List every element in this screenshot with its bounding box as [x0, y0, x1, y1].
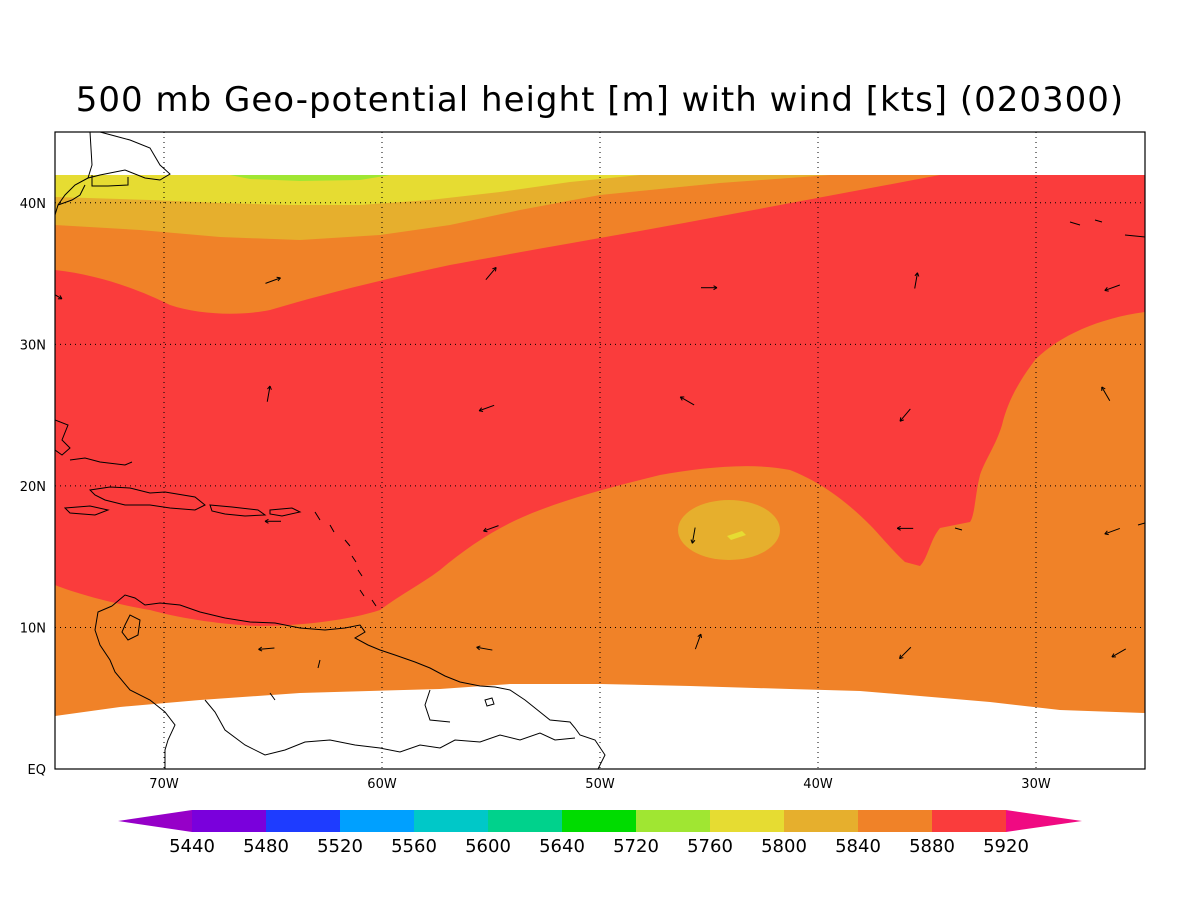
wind-arrow — [258, 646, 275, 652]
colorbar-label: 5480 — [243, 836, 289, 857]
colorbar: 5440 5480 5520 5560 5600 5640 5720 5760 5800 5840… — [118, 810, 1082, 857]
colorbar-swatch — [710, 810, 784, 832]
field-5760-5800-center — [727, 531, 746, 540]
wind-arrow — [55, 294, 63, 300]
wind-arrow — [266, 385, 272, 402]
wind-arrow — [1104, 527, 1120, 536]
coastlines — [55, 132, 1145, 769]
wind-arrow — [265, 276, 281, 284]
wind-vectors — [55, 266, 1127, 660]
wind-arrow — [1111, 648, 1127, 658]
colorbar-swatch — [932, 810, 1006, 832]
wind-arrow — [690, 527, 696, 544]
colorbar-swatch — [858, 810, 932, 832]
colorbar-label: 5800 — [761, 836, 807, 857]
colorbar-high-triangle — [1006, 810, 1082, 832]
colorbar-swatch — [488, 810, 562, 832]
lat-lon-grid — [55, 132, 1145, 769]
wind-arrow — [1101, 386, 1111, 402]
wind-arrow — [694, 633, 703, 650]
colorbar-label: 5640 — [539, 836, 585, 857]
map-title: 500 mb Geo-potential height [m] with win… — [75, 80, 1125, 120]
wind-arrow — [701, 285, 718, 291]
field-5800-5840-center — [678, 500, 780, 560]
field-5880-5920 — [55, 175, 1145, 626]
wind-arrow — [485, 266, 497, 281]
longitude-label: 60W — [367, 777, 397, 792]
latitude-label: 20N — [20, 480, 46, 495]
colorbar-swatch — [414, 810, 488, 832]
colorbar-low-triangle — [118, 810, 192, 832]
colorbar-label: 5760 — [687, 836, 733, 857]
wind-arrow — [476, 645, 493, 651]
latitude-label: 40N — [20, 197, 46, 212]
longitude-label: 30W — [1021, 777, 1051, 792]
plot-frame — [54, 131, 1146, 770]
wind-arrow — [1104, 284, 1120, 292]
colorbar-label: 5840 — [835, 836, 881, 857]
colorbar-swatch — [340, 810, 414, 832]
colorbar-label: 5720 — [613, 836, 659, 857]
colorbar-label: 5560 — [391, 836, 437, 857]
colorbar-swatch — [636, 810, 710, 832]
field-5720-5760 — [230, 175, 390, 181]
colorbar-label: 5920 — [983, 836, 1029, 857]
colorbar-label: 5440 — [169, 836, 215, 857]
colorbar-swatch — [192, 810, 266, 832]
wind-arrow — [896, 525, 914, 531]
colorbar-swatch — [784, 810, 858, 832]
wind-arrow — [899, 646, 912, 660]
wind-arrow — [264, 518, 281, 524]
latitude-label: EQ — [28, 763, 46, 778]
field-5760-5800 — [55, 175, 640, 205]
latitude-label: 10N — [20, 621, 46, 636]
colorbar-swatch — [266, 810, 340, 832]
wind-arrow — [899, 408, 911, 422]
colorbar-label: 5600 — [465, 836, 511, 857]
latitude-label: 30N — [20, 338, 46, 353]
wind-arrow — [483, 525, 499, 533]
longitude-label: 40W — [803, 777, 833, 792]
colorbar-label: 5520 — [317, 836, 363, 857]
longitude-label: 50W — [585, 777, 615, 792]
colorbar-label: 5880 — [909, 836, 955, 857]
longitude-label: 70W — [149, 777, 179, 792]
wind-arrow — [679, 396, 695, 406]
wind-arrow — [478, 404, 495, 412]
wind-arrow — [914, 272, 920, 289]
colorbar-swatch — [562, 810, 636, 832]
